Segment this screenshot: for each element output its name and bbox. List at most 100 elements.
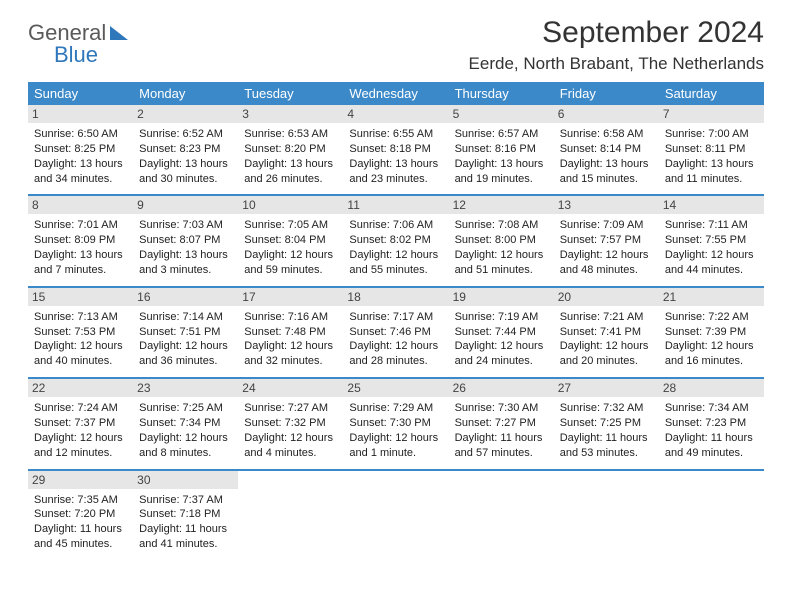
sunrise-line: Sunrise: 7:00 AM [665, 127, 758, 142]
calendar-day-cell: 17Sunrise: 7:16 AMSunset: 7:48 PMDayligh… [238, 287, 343, 378]
day-number: 11 [343, 196, 448, 214]
day-number: 7 [659, 105, 764, 123]
sunset-line: Sunset: 7:23 PM [665, 416, 758, 431]
calendar-day-cell: 23Sunrise: 7:25 AMSunset: 7:34 PMDayligh… [133, 378, 238, 469]
calendar-day-cell: 13Sunrise: 7:09 AMSunset: 7:57 PMDayligh… [554, 195, 659, 286]
day-number: 20 [554, 288, 659, 306]
day-number: 27 [554, 379, 659, 397]
daylight-line: Daylight: 13 hours and 19 minutes. [455, 157, 548, 187]
calendar-week-row: 29Sunrise: 7:35 AMSunset: 7:20 PMDayligh… [28, 470, 764, 560]
day-number: 5 [449, 105, 554, 123]
sunset-line: Sunset: 7:39 PM [665, 325, 758, 340]
sunrise-line: Sunrise: 6:52 AM [139, 127, 232, 142]
daylight-line: Daylight: 12 hours and 12 minutes. [34, 431, 127, 461]
calendar-day-cell: 16Sunrise: 7:14 AMSunset: 7:51 PMDayligh… [133, 287, 238, 378]
daylight-line: Daylight: 12 hours and 16 minutes. [665, 339, 758, 369]
sunset-line: Sunset: 7:51 PM [139, 325, 232, 340]
daylight-line: Daylight: 13 hours and 30 minutes. [139, 157, 232, 187]
sunrise-line: Sunrise: 7:24 AM [34, 401, 127, 416]
sunset-line: Sunset: 7:20 PM [34, 507, 127, 522]
weekday-header: Thursday [449, 82, 554, 105]
calendar-day-cell [238, 470, 343, 560]
sunset-line: Sunset: 7:25 PM [560, 416, 653, 431]
header: General Blue September 2024 Eerde, North… [28, 16, 764, 74]
calendar-day-cell: 22 Sunrise: 7:24 AMSunset: 7:37 PMDayligh… [28, 378, 133, 469]
sunset-line: Sunset: 8:11 PM [665, 142, 758, 157]
calendar-day-cell: 1Sunrise: 6:50 AMSunset: 8:25 PMDaylight… [28, 105, 133, 195]
logo-word2: Blue [54, 44, 106, 66]
daylight-line: Daylight: 11 hours and 41 minutes. [139, 522, 232, 552]
sunset-line: Sunset: 8:00 PM [455, 233, 548, 248]
sunrise-line: Sunrise: 7:13 AM [34, 310, 127, 325]
sunset-line: Sunset: 7:27 PM [455, 416, 548, 431]
daylight-line: Daylight: 13 hours and 15 minutes. [560, 157, 653, 187]
sunset-line: Sunset: 7:34 PM [139, 416, 232, 431]
sunrise-line: Sunrise: 7:01 AM [34, 218, 127, 233]
sunrise-line: Sunrise: 7:03 AM [139, 218, 232, 233]
calendar-day-cell: 11Sunrise: 7:06 AMSunset: 8:02 PMDayligh… [343, 195, 448, 286]
day-number: 24 [238, 379, 343, 397]
day-number: 22 [28, 379, 133, 397]
calendar-day-cell: 7 Sunrise: 7:00 AMSunset: 8:11 PMDaylight… [659, 105, 764, 195]
sunset-line: Sunset: 8:02 PM [349, 233, 442, 248]
sunset-line: Sunset: 7:37 PM [34, 416, 127, 431]
calendar-day-cell: 14Sunrise: 7:11 AMSunset: 7:55 PMDayligh… [659, 195, 764, 286]
day-number: 16 [133, 288, 238, 306]
calendar-week-row: 1Sunrise: 6:50 AMSunset: 8:25 PMDaylight… [28, 105, 764, 195]
sunrise-line: Sunrise: 6:57 AM [455, 127, 548, 142]
calendar-day-cell [659, 470, 764, 560]
page-title: September 2024 [469, 16, 764, 50]
sunset-line: Sunset: 7:30 PM [349, 416, 442, 431]
sunrise-line: Sunrise: 7:30 AM [455, 401, 548, 416]
sunrise-line: Sunrise: 7:29 AM [349, 401, 442, 416]
day-number: 21 [659, 288, 764, 306]
weekday-header: Wednesday [343, 82, 448, 105]
sunset-line: Sunset: 7:53 PM [34, 325, 127, 340]
weekday-header: Friday [554, 82, 659, 105]
daylight-line: Daylight: 12 hours and 8 minutes. [139, 431, 232, 461]
sunset-line: Sunset: 8:14 PM [560, 142, 653, 157]
calendar-day-cell: 19Sunrise: 7:19 AMSunset: 7:44 PMDayligh… [449, 287, 554, 378]
calendar-day-cell: 8Sunrise: 7:01 AMSunset: 8:09 PMDaylight… [28, 195, 133, 286]
sunrise-line: Sunrise: 7:19 AM [455, 310, 548, 325]
daylight-line: Daylight: 11 hours and 57 minutes. [455, 431, 548, 461]
daylight-line: Daylight: 13 hours and 34 minutes. [34, 157, 127, 187]
daylight-line: Daylight: 12 hours and 24 minutes. [455, 339, 548, 369]
calendar-day-cell: 5 Sunrise: 6:57 AMSunset: 8:16 PMDaylight… [449, 105, 554, 195]
day-number: 9 [133, 196, 238, 214]
calendar-day-cell: 27Sunrise: 7:32 AMSunset: 7:25 PMDayligh… [554, 378, 659, 469]
sunrise-line: Sunrise: 7:17 AM [349, 310, 442, 325]
sunset-line: Sunset: 8:25 PM [34, 142, 127, 157]
calendar-day-cell: 10Sunrise: 7:05 AMSunset: 8:04 PMDayligh… [238, 195, 343, 286]
sunset-line: Sunset: 7:44 PM [455, 325, 548, 340]
sunset-line: Sunset: 8:07 PM [139, 233, 232, 248]
daylight-line: Daylight: 12 hours and 51 minutes. [455, 248, 548, 278]
daylight-line: Daylight: 13 hours and 11 minutes. [665, 157, 758, 187]
calendar-day-cell: 18Sunrise: 7:17 AMSunset: 7:46 PMDayligh… [343, 287, 448, 378]
sunset-line: Sunset: 8:04 PM [244, 233, 337, 248]
sunset-line: Sunset: 8:16 PM [455, 142, 548, 157]
sunset-line: Sunset: 8:23 PM [139, 142, 232, 157]
sunset-line: Sunset: 8:18 PM [349, 142, 442, 157]
daylight-line: Daylight: 13 hours and 26 minutes. [244, 157, 337, 187]
calendar-day-cell: 12Sunrise: 7:08 AMSunset: 8:00 PMDayligh… [449, 195, 554, 286]
sunrise-line: Sunrise: 6:58 AM [560, 127, 653, 142]
daylight-line: Daylight: 11 hours and 49 minutes. [665, 431, 758, 461]
sunset-line: Sunset: 7:46 PM [349, 325, 442, 340]
calendar-day-cell [449, 470, 554, 560]
sunrise-line: Sunrise: 7:16 AM [244, 310, 337, 325]
calendar-day-cell: 4Sunrise: 6:55 AMSunset: 8:18 PMDaylight… [343, 105, 448, 195]
weekday-header: Sunday [28, 82, 133, 105]
logo-text: General Blue [28, 22, 106, 66]
daylight-line: Daylight: 12 hours and 48 minutes. [560, 248, 653, 278]
sunrise-line: Sunrise: 7:22 AM [665, 310, 758, 325]
sunset-line: Sunset: 7:18 PM [139, 507, 232, 522]
weekday-header: Tuesday [238, 82, 343, 105]
calendar-day-cell: 29Sunrise: 7:35 AMSunset: 7:20 PMDayligh… [28, 470, 133, 560]
sunrise-line: Sunrise: 7:05 AM [244, 218, 337, 233]
calendar-day-cell: 3Sunrise: 6:53 AMSunset: 8:20 PMDaylight… [238, 105, 343, 195]
sunrise-line: Sunrise: 7:25 AM [139, 401, 232, 416]
calendar-table: SundayMondayTuesdayWednesdayThursdayFrid… [28, 82, 764, 560]
day-number: 13 [554, 196, 659, 214]
daylight-line: Daylight: 13 hours and 7 minutes. [34, 248, 127, 278]
